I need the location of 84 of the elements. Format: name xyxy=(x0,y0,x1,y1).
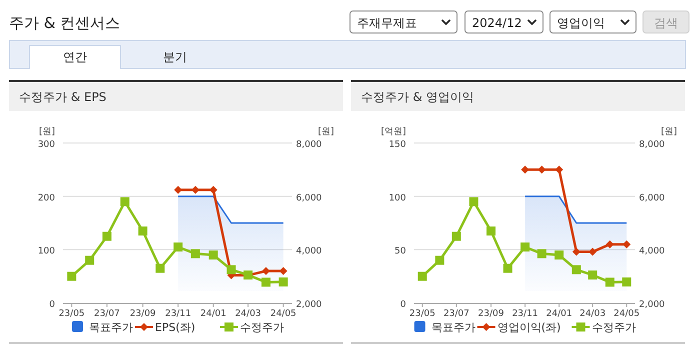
point xyxy=(174,186,182,194)
chart-title: 수정주가 & EPS xyxy=(19,90,106,104)
x-tick-label: 24/05 xyxy=(614,309,640,319)
point xyxy=(469,197,478,206)
chart-title: 수정주가 & 영업이익 xyxy=(361,90,474,104)
text: 연간 xyxy=(63,50,87,64)
point xyxy=(435,256,444,265)
point xyxy=(278,277,288,286)
y-tick-label: 0 xyxy=(400,300,406,310)
y2-tick-label: 2,000 xyxy=(296,300,322,310)
y2-tick-label: 4,000 xyxy=(296,246,322,257)
point xyxy=(209,186,218,194)
legend-label: 목표주가 xyxy=(89,321,133,334)
point xyxy=(208,250,218,260)
legend-label: 영업이익(좌) xyxy=(497,321,561,334)
y2-axis-title: [원] xyxy=(318,127,334,137)
text: 검색 xyxy=(654,16,678,30)
point xyxy=(156,264,165,273)
y2-tick-label: 6,000 xyxy=(639,193,666,204)
y2-tick-label: 8,000 xyxy=(639,140,666,150)
y2-tick-label: 6,000 xyxy=(296,193,322,204)
x-tick-label: 23/11 xyxy=(512,309,538,319)
x-tick-label: 23/07 xyxy=(94,309,120,319)
point xyxy=(452,232,461,241)
point xyxy=(226,265,236,274)
x-tick-label: 23/07 xyxy=(443,309,470,319)
legend-label: 목표주가 xyxy=(431,321,476,334)
point xyxy=(538,166,546,174)
y2-tick-label: 8,000 xyxy=(296,140,322,150)
text: 영업이익 xyxy=(557,16,605,30)
y-tick-label: 200 xyxy=(38,193,56,204)
x-tick-label: 23/09 xyxy=(478,309,504,319)
point xyxy=(588,248,597,256)
point xyxy=(279,267,288,275)
y-axis-title: [억원] xyxy=(380,127,406,137)
point xyxy=(622,277,632,286)
point xyxy=(138,226,148,236)
point xyxy=(588,270,598,280)
legend-label: 수정주가 xyxy=(240,321,284,334)
text: 주가 & 컨센서스 xyxy=(9,14,120,32)
y2-tick-label: 4,000 xyxy=(639,246,666,257)
point xyxy=(102,232,112,241)
point xyxy=(261,278,270,287)
point xyxy=(537,249,546,258)
point xyxy=(554,250,564,260)
y-tick-label: 150 xyxy=(388,140,406,150)
x-tick-label: 24/01 xyxy=(546,309,572,319)
point xyxy=(486,226,496,236)
point xyxy=(606,240,614,248)
y2-tick-label: 2,000 xyxy=(639,300,666,310)
y-axis-title: [원] xyxy=(38,127,55,137)
x-tick-label: 23/05 xyxy=(409,309,436,319)
x-tick-label: 24/05 xyxy=(270,309,296,319)
legend-label: 수정주가 xyxy=(592,321,636,334)
x-tick-label: 23/11 xyxy=(165,309,192,319)
y2-axis-title: [원] xyxy=(660,127,677,137)
point xyxy=(555,166,564,174)
y-tick-label: 300 xyxy=(38,140,56,150)
point xyxy=(67,272,76,281)
y-tick-label: 0 xyxy=(49,300,56,310)
y-tick-label: 100 xyxy=(38,246,56,257)
point xyxy=(605,278,614,287)
text: 2024/12 xyxy=(472,16,522,30)
point xyxy=(262,267,270,275)
text: 분기 xyxy=(163,50,187,64)
x-tick-label: 24/01 xyxy=(200,309,226,319)
point xyxy=(572,265,581,274)
point xyxy=(520,242,530,252)
point xyxy=(85,256,94,265)
x-tick-label: 24/03 xyxy=(580,309,606,319)
point xyxy=(190,249,200,258)
legend-label: EPS(좌) xyxy=(155,321,196,334)
point xyxy=(572,248,580,256)
point xyxy=(418,272,427,281)
x-tick-label: 23/05 xyxy=(58,309,85,319)
point xyxy=(622,240,631,248)
point xyxy=(174,242,183,252)
y-tick-label: 100 xyxy=(388,193,406,204)
x-tick-label: 23/09 xyxy=(130,309,156,319)
point xyxy=(120,197,130,206)
text: 주재무제표 xyxy=(357,16,417,30)
x-tick-label: 24/03 xyxy=(235,309,262,319)
point xyxy=(503,264,512,273)
y-tick-label: 50 xyxy=(394,246,406,257)
